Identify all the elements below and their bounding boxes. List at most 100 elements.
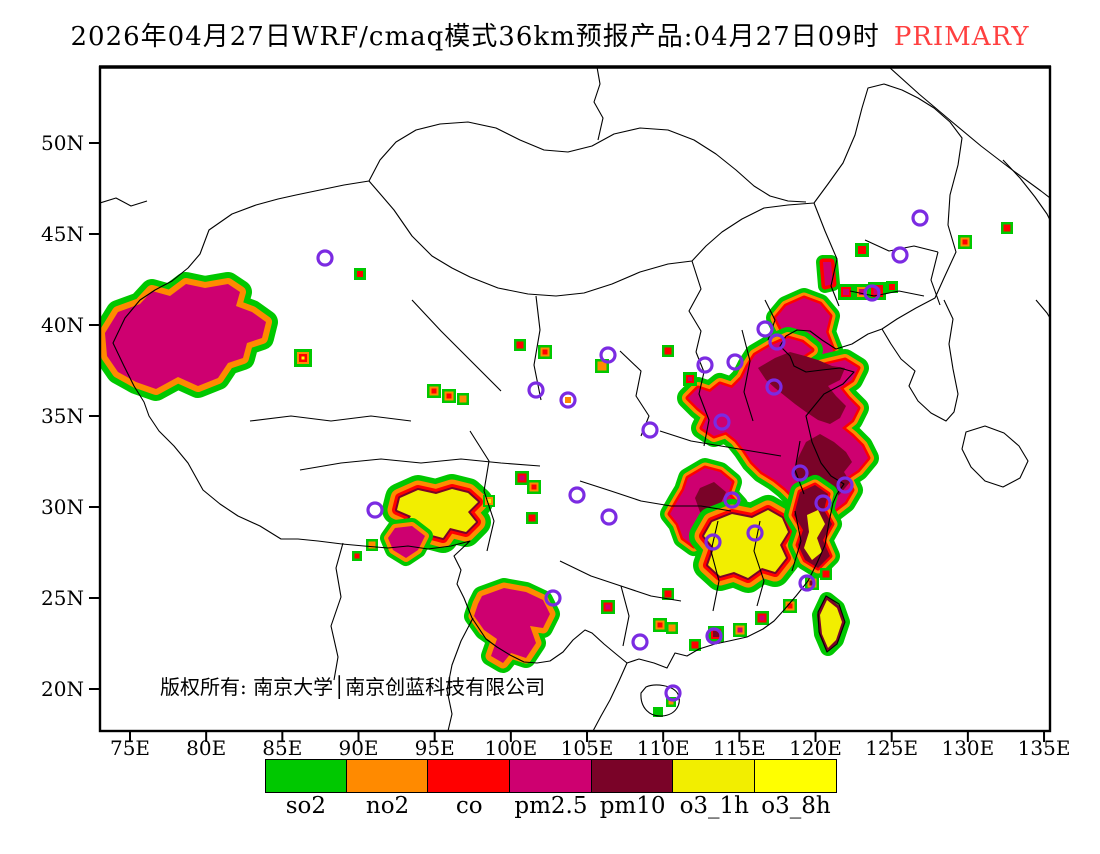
pollution-spot: [713, 631, 719, 637]
legend-label-no2: no2: [365, 793, 410, 819]
pollution-spot: [759, 615, 765, 621]
x-tick-label: 130E: [941, 736, 994, 760]
x-tick-label: 80E: [186, 736, 226, 760]
legend-label-o3_1h: o3_1h: [679, 793, 749, 819]
pollution-spot: [565, 397, 571, 403]
boundary-line: [791, 510, 802, 572]
title-text: 2026年04月27日WRF/cmaq模式36km预报产品:04月27日09时: [70, 22, 880, 52]
legend-item-co: [427, 759, 511, 793]
boundary-line: [640, 684, 680, 717]
station-marker: [704, 533, 722, 551]
station-marker: [836, 476, 854, 494]
station-marker: [631, 633, 649, 651]
map-content: 版权所有: 南京大学│南京创蓝科技有限公司: [100, 67, 1050, 731]
boundary-line: [100, 197, 148, 207]
pollution-spot: [787, 603, 793, 609]
station-marker: [316, 249, 334, 267]
pollution-spot: [664, 347, 672, 355]
x-tick-label: 75E: [110, 736, 150, 760]
station-marker: [696, 356, 714, 374]
legend-item-o3_1h: [672, 759, 756, 793]
boundary-line: [299, 458, 541, 471]
pollution-region-yunnan-pm25: [474, 588, 550, 663]
station-marker: [559, 391, 577, 409]
legend-label-co: co: [455, 793, 483, 819]
station-marker: [600, 508, 618, 526]
pollution-spot: [459, 395, 467, 403]
boundary-line: [695, 351, 710, 447]
pollution-spot: [519, 475, 525, 481]
boundary-line: [1002, 159, 1050, 221]
legend-swatch-row: [265, 759, 837, 793]
pollution-spot: [597, 361, 607, 371]
legend-label-pm2.5: pm2.5: [514, 793, 588, 819]
legend-item-pm2.5: [509, 759, 592, 793]
x-tick-label: 95E: [415, 736, 455, 760]
x-tick-label: 120E: [789, 736, 842, 760]
boundary-line: [249, 415, 412, 422]
pollution-spot: [889, 284, 895, 290]
pollution-spot: [809, 580, 815, 586]
boundary-line: [881, 299, 959, 422]
pollution-spot: [668, 699, 674, 705]
pollution-spot: [668, 624, 676, 632]
y-tick-label: 30N: [41, 495, 84, 519]
legend-label-pm10: pm10: [599, 793, 666, 819]
legend-label-row: so2 no2 co pm2.5 pm10 o3_1h o3_8h: [265, 793, 837, 818]
station-marker: [911, 209, 929, 227]
boundary-line: [112, 83, 963, 669]
x-tick-label: 125E: [865, 736, 918, 760]
boundary-line: [930, 251, 941, 306]
legend-item-so2: [265, 759, 347, 793]
legend-swatch-pm10: [590, 759, 674, 793]
pollution-region-sichuan-sw-pm25: [388, 526, 425, 558]
legend-item-o3_8h: [754, 759, 837, 793]
pollution-region-zhejiang-fujian-o3: [804, 510, 825, 560]
pollution-spot: [657, 622, 663, 628]
boundary-line: [619, 350, 650, 437]
y-tick-label: 45N: [41, 222, 84, 246]
station-marker: [756, 320, 774, 338]
copyright-text: 版权所有: 南京大学│南京创蓝科技有限公司: [160, 675, 545, 699]
x-tick-label: 100E: [484, 736, 537, 760]
boundary-line: [888, 67, 1050, 199]
pollution-spot: [822, 570, 830, 578]
x-tick-label: 90E: [338, 736, 378, 760]
boundary-line: [864, 239, 939, 253]
pollution-region-jiangxi-o3: [704, 510, 788, 578]
station-marker: [366, 501, 384, 519]
legend-swatch-pm2.5: [509, 759, 592, 793]
station-marker: [664, 684, 682, 702]
boundary-line: [579, 480, 732, 512]
pollution-region-tarim-pm25: [105, 284, 266, 389]
pollution-spot: [691, 641, 699, 649]
pollution-spot: [542, 349, 548, 355]
pollution-spot: [354, 553, 360, 559]
boundary-line: [330, 542, 344, 681]
pollution-spot: [531, 484, 537, 490]
pollution-spot: [859, 289, 865, 295]
y-tick-label: 20N: [41, 677, 84, 701]
pollution-spot: [487, 499, 491, 503]
boundary-line: [469, 430, 495, 552]
boundary-line: [741, 329, 754, 422]
boundary-line: [659, 430, 782, 457]
y-tick-label: 40N: [41, 313, 84, 337]
x-tick-label: 115E: [713, 736, 766, 760]
boundary-line: [688, 260, 702, 353]
boundary-line: [446, 617, 474, 731]
station-marker: [723, 491, 741, 509]
station-marker: [746, 524, 764, 542]
legend-swatch-co: [427, 759, 511, 793]
boundary-line: [817, 595, 846, 653]
x-tick-label: 105E: [561, 736, 614, 760]
pollution-spot: [664, 590, 672, 598]
station-marker: [765, 378, 783, 396]
pollution-spot: [688, 377, 692, 381]
pollution-spot: [653, 707, 663, 717]
boundary-line: [593, 67, 604, 141]
y-tick-label: 35N: [41, 404, 84, 428]
y-tick-label: 25N: [41, 586, 84, 610]
boundary-line: [961, 425, 1029, 488]
station-marker: [713, 413, 731, 431]
